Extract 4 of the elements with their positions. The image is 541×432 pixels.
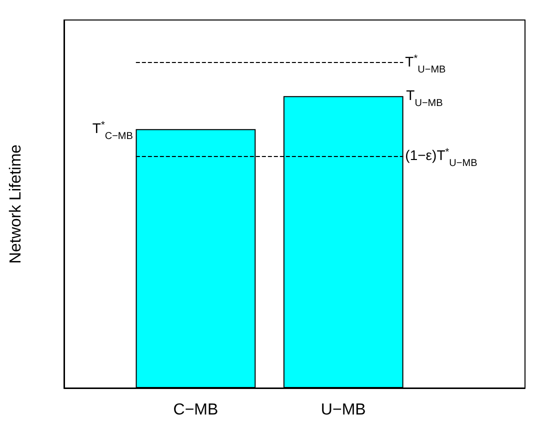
y-axis-title: Network Lifetime (8, 144, 24, 264)
x-tick-label: C−MB (173, 402, 218, 418)
annotation: T$_{U−MB}$ (406, 87, 444, 109)
x-tick-label: U−MB (320, 402, 366, 418)
